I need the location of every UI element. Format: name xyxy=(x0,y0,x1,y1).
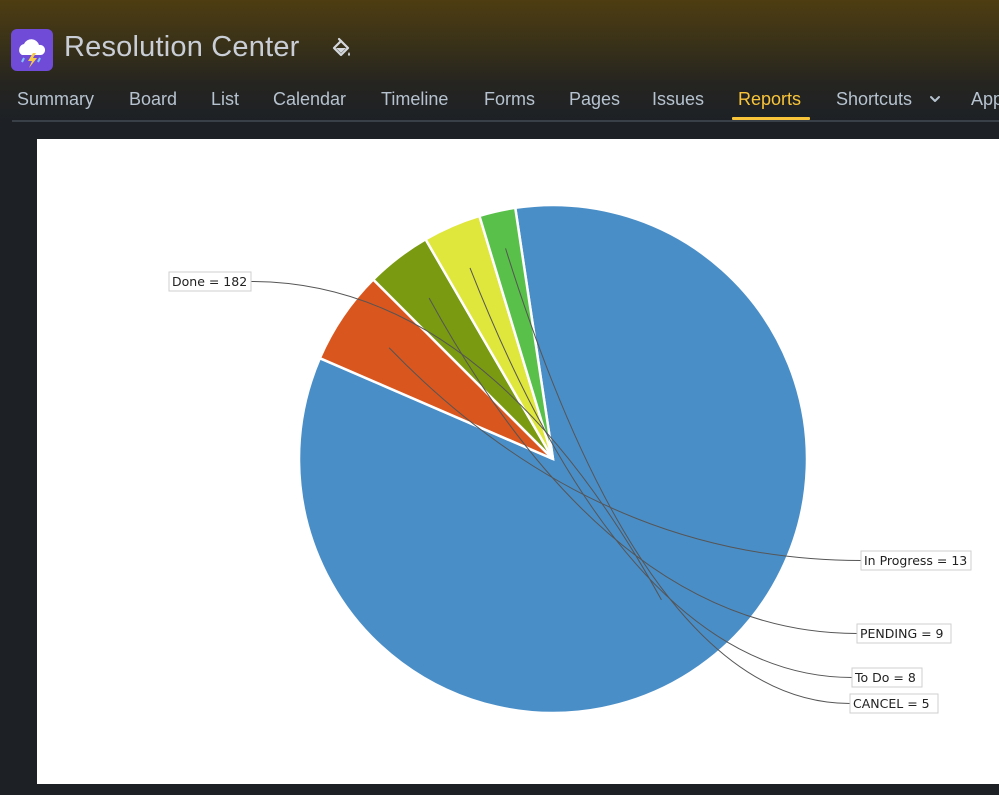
leader-line xyxy=(428,297,858,634)
tab-summary[interactable]: Summary xyxy=(17,89,95,109)
data-label: CANCEL = 5 xyxy=(853,696,930,711)
tab-calendar[interactable]: Calendar xyxy=(273,89,347,109)
tab-pages[interactable]: Pages xyxy=(569,89,621,109)
tab-shortcuts[interactable]: Shortcuts xyxy=(836,89,913,109)
pie-chart: Done = 182 In Progress = 13 PENDING = 9 To … xyxy=(168,203,972,715)
data-label: To Do = 8 xyxy=(854,670,916,685)
tab-apps[interactable]: Apps xyxy=(971,89,999,109)
data-label-box xyxy=(851,667,923,688)
cloud-lightning-icon xyxy=(19,39,46,68)
report-panel: Done = 182 In Progress = 13 PENDING = 9 To … xyxy=(37,139,999,784)
tab-forms[interactable]: Forms xyxy=(484,89,535,109)
nav-divider xyxy=(12,120,999,122)
data-label: Done = 182 xyxy=(172,274,247,289)
project-header: Resolution Center xyxy=(0,0,999,120)
app-icon[interactable] xyxy=(11,29,53,71)
data-label-box xyxy=(856,623,952,644)
paint-bucket-icon[interactable] xyxy=(330,37,352,61)
chevron-down-icon[interactable] xyxy=(929,94,941,104)
tab-timeline[interactable]: Timeline xyxy=(381,89,449,109)
leader-line xyxy=(505,248,851,704)
tab-issues[interactable]: Issues xyxy=(652,89,705,109)
project-nav: Summary Board List Calendar Timeline For… xyxy=(0,86,999,122)
app-title: Resolution Center xyxy=(64,31,300,63)
tab-reports[interactable]: Reports xyxy=(738,89,802,109)
data-label-box xyxy=(849,693,939,714)
tab-list[interactable]: List xyxy=(211,89,240,109)
data-label-box xyxy=(860,550,972,571)
tab-board[interactable]: Board xyxy=(129,89,178,109)
data-label: PENDING = 9 xyxy=(860,626,944,641)
pie-slice-cancel[interactable] xyxy=(477,206,555,460)
data-label-box xyxy=(168,271,252,292)
leader-line xyxy=(250,281,662,601)
data-label: In Progress = 13 xyxy=(864,553,967,568)
active-tab-indicator xyxy=(732,117,810,120)
leader-line xyxy=(469,267,853,678)
